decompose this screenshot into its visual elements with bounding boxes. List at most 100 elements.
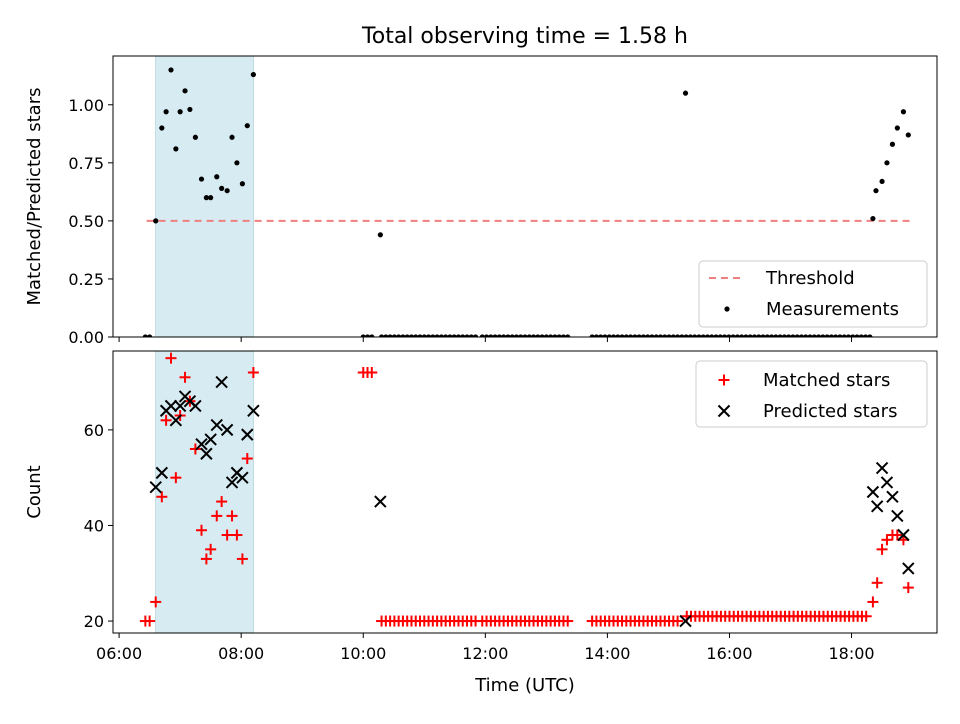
measurement-point <box>168 67 174 73</box>
measurement-point-zero <box>360 334 366 337</box>
measurement-point-zero <box>794 334 800 337</box>
legend-x-b <box>717 404 731 418</box>
predicted-star-marker <box>210 418 223 432</box>
predicted-star-marker <box>215 375 228 389</box>
measurement-point <box>163 109 169 115</box>
measurement-point-zero <box>862 334 869 337</box>
matched-star-marker <box>211 510 223 522</box>
measurement-point <box>203 195 209 201</box>
predicted-star-marker-b <box>902 562 915 575</box>
matched-star-marker <box>860 610 872 622</box>
x-tick-label: 16:00 <box>706 644 752 663</box>
measurement-point <box>905 132 911 138</box>
measurement-point <box>889 141 896 147</box>
top-axes-frame <box>112 55 938 338</box>
bottom-legend: Matched stars Predicted stars <box>695 360 928 428</box>
measurement-point-zero <box>824 334 830 337</box>
matched-star-marker <box>216 496 228 508</box>
predicted-star-marker-b <box>195 437 208 451</box>
measurement-point-zero <box>472 334 479 337</box>
y-tick-label: 0.00 <box>68 328 104 347</box>
bottom-legend-box <box>695 360 928 428</box>
measurement-point <box>873 188 879 194</box>
measurement-point-zero <box>815 334 822 337</box>
clipped-layer-1 <box>139 351 915 633</box>
bottom-y-ticks: 20 40 60 <box>84 421 113 631</box>
matched-star-marker <box>231 529 243 541</box>
measurement-point-zero <box>798 334 805 337</box>
matched-star-marker <box>881 534 893 546</box>
measurement-point-zero <box>404 334 410 337</box>
predicted-star-marker-b <box>891 509 904 523</box>
predicted-star-marker <box>875 461 889 475</box>
measurement-point <box>219 185 225 191</box>
measurement-point-zero <box>378 334 385 337</box>
measurement-point-zero <box>505 334 511 337</box>
measurement-point-zero <box>700 334 706 337</box>
y-tick-label: 0.75 <box>68 154 104 173</box>
measurement-point-zero <box>768 334 775 337</box>
matched-star-marker <box>902 582 914 594</box>
predicted-star-marker-b <box>173 399 187 413</box>
matched-star-marker <box>196 524 208 536</box>
top-legend: Threshold Measurements <box>698 260 928 328</box>
predicted-star-marker <box>195 437 208 451</box>
predicted-star-marker-b <box>200 447 213 460</box>
measurement-point-zero <box>734 334 741 337</box>
measurement-point-zero <box>396 334 402 337</box>
x-tick-label: 06:00 <box>96 644 142 663</box>
matched-star-marker <box>867 596 879 608</box>
matched-star-marker <box>144 615 156 627</box>
y-tick-label: 60 <box>84 421 104 440</box>
predicted-star-marker <box>164 399 178 413</box>
matched-star-marker <box>200 553 212 565</box>
measurement-point-zero <box>679 334 685 337</box>
measurement-point <box>182 88 188 94</box>
y-tick-label: 20 <box>84 612 104 631</box>
predicted-star-marker-b <box>897 528 910 542</box>
predicted-star-marker <box>866 485 880 499</box>
predicted-star-marker-b <box>189 399 202 413</box>
measurement-point-zero <box>593 334 600 337</box>
measurement-point-zero <box>841 334 847 337</box>
measurement-point-zero <box>408 334 415 337</box>
measurement-point-zero <box>683 334 689 337</box>
measurement-point <box>153 218 159 224</box>
y-tick-label: 0.25 <box>68 270 104 289</box>
predicted-star-marker-b <box>870 500 884 513</box>
matched-star-marker <box>170 472 182 484</box>
measurement-point-zero <box>636 334 642 337</box>
matched-star-marker <box>891 529 903 541</box>
bottom-y-axis-label: Count <box>24 465 45 518</box>
predicted-star-marker <box>189 399 202 413</box>
measurement-point-zero <box>854 334 860 337</box>
predicted-star-marker <box>897 528 910 542</box>
bottom-x-ticks: 06:00 08:00 10:00 12:00 14:00 16:00 18:00 <box>96 633 875 663</box>
measurement-point-zero <box>383 334 389 337</box>
measurement-point-zero <box>790 334 796 337</box>
bottom-plot-layer <box>139 351 915 633</box>
predicted-star-marker <box>891 509 904 523</box>
predicted-star-marker-b <box>886 490 899 503</box>
predicted-star-marker <box>169 414 183 427</box>
matched-star-marker <box>160 414 172 426</box>
measurement-point <box>142 334 148 337</box>
measurement-point-zero <box>781 334 788 337</box>
measurement-point-zero <box>657 334 664 337</box>
bottom-axes-frame <box>112 350 938 634</box>
predicted-star-marker <box>241 428 254 441</box>
measurement-point-zero <box>556 334 562 337</box>
measurement-point-zero <box>704 334 711 337</box>
measurement-point-zero <box>526 334 532 337</box>
measurement-point-zero <box>773 334 779 337</box>
predicted-star-marker <box>220 423 234 437</box>
measurement-point-zero <box>632 334 638 337</box>
predicted-star-marker-b <box>866 485 880 499</box>
measurement-point <box>173 146 179 152</box>
measurement-point-zero <box>518 334 524 337</box>
x-tick-label: 08:00 <box>218 644 264 663</box>
measurement-point <box>900 109 907 115</box>
predicted-star-marker <box>200 447 213 460</box>
matched-star-marker <box>366 367 378 379</box>
measurement-point-zero <box>438 334 444 337</box>
